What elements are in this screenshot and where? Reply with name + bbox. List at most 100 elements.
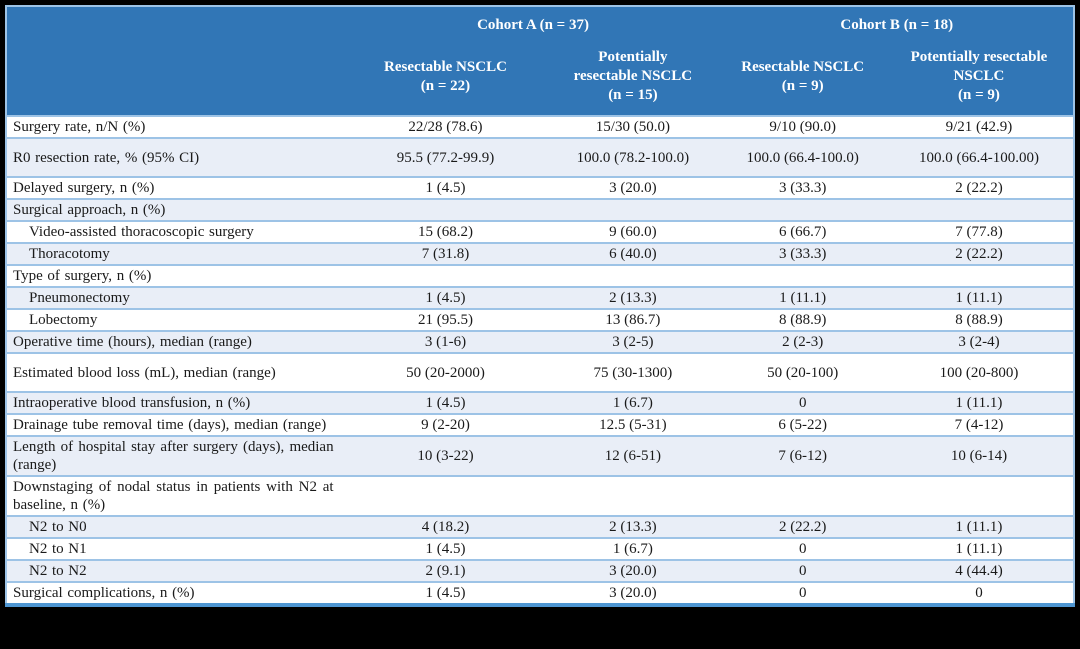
row-value: 2 (22.2) [720, 515, 885, 538]
cohort-header-row: Cohort A (n = 37) Cohort B (n = 18) [6, 6, 1074, 38]
row-value: 13 (86.7) [545, 308, 721, 331]
row-value: 2 (2-3) [720, 330, 885, 353]
row-value: 1 (11.1) [884, 391, 1074, 414]
row-value: 1 (11.1) [720, 286, 885, 309]
results-table-frame: Cohort A (n = 37) Cohort B (n = 18) Rese… [5, 5, 1075, 607]
row-value: 3 (20.0) [545, 176, 721, 199]
row-value: 3 (20.0) [545, 559, 721, 582]
cohort-a-header: Cohort A (n = 37) [345, 6, 721, 38]
row-value: 10 (6-14) [884, 435, 1074, 476]
table-row: N2 to N1 1 (4.5) 1 (6.7) 0 1 (11.1) [6, 537, 1074, 560]
row-value [720, 198, 885, 221]
row-value: 7 (6-12) [720, 435, 885, 476]
row-value: 6 (66.7) [720, 220, 885, 243]
row-value [720, 264, 885, 287]
row-value [545, 264, 721, 287]
row-value: 2 (13.3) [545, 286, 721, 309]
row-value: 15 (68.2) [345, 220, 546, 243]
table-row: Operative time (hours), median (range) 3… [6, 330, 1074, 353]
row-value: 6 (5-22) [720, 413, 885, 436]
row-value: 1 (6.7) [545, 391, 721, 414]
row-label: Intraoperative blood transfusion, n (%) [6, 391, 346, 414]
row-value [545, 198, 721, 221]
row-value [884, 264, 1074, 287]
row-value [884, 475, 1074, 516]
row-label: Video-assisted thoracoscopic surgery [6, 220, 346, 243]
row-value [545, 475, 721, 516]
table-row: Pneumonectomy 1 (4.5) 2 (13.3) 1 (11.1) … [6, 286, 1074, 309]
row-label: Lobectomy [6, 308, 346, 331]
table-row: Intraoperative blood transfusion, n (%) … [6, 391, 1074, 414]
row-value: 2 (13.3) [545, 515, 721, 538]
table-row: N2 to N2 2 (9.1) 3 (20.0) 0 4 (44.4) [6, 559, 1074, 582]
row-label: Drainage tube removal time (days), media… [6, 413, 346, 436]
table-row: R0 resection rate, % (95% CI) 95.5 (77.2… [6, 137, 1074, 177]
row-value: 100.0 (66.4-100.00) [884, 137, 1074, 177]
row-value: 1 (4.5) [345, 391, 546, 414]
row-value: 1 (4.5) [345, 537, 546, 560]
row-label: Downstaging of nodal status in patients … [6, 475, 346, 516]
row-label: Type of surgery, n (%) [6, 264, 346, 287]
row-value: 22/28 (78.6) [345, 115, 546, 138]
table-row: Drainage tube removal time (days), media… [6, 413, 1074, 436]
row-value: 1 (4.5) [345, 286, 546, 309]
row-value: 100.0 (66.4-100.0) [720, 137, 885, 177]
row-value: 15/30 (50.0) [545, 115, 721, 138]
row-value: 12.5 (5-31) [545, 413, 721, 436]
column-header-potentially-resectable-a: Potentially resectable NSCLC (n = 15) [545, 38, 721, 116]
row-label: R0 resection rate, % (95% CI) [6, 137, 346, 177]
table-row: Lobectomy 21 (95.5) 13 (86.7) 8 (88.9) 8… [6, 308, 1074, 331]
row-label: Surgical approach, n (%) [6, 198, 346, 221]
row-value: 3 (33.3) [720, 242, 885, 265]
table-row: Surgical complications, n (%) 1 (4.5) 3 … [6, 581, 1074, 605]
row-value: 9 (60.0) [545, 220, 721, 243]
table-row: Length of hospital stay after surgery (d… [6, 435, 1074, 476]
table-row: Estimated blood loss (mL), median (range… [6, 352, 1074, 392]
row-value: 0 [720, 391, 885, 414]
row-value: 3 (20.0) [545, 581, 721, 605]
table-row: Delayed surgery, n (%) 1 (4.5) 3 (20.0) … [6, 176, 1074, 199]
row-value: 0 [884, 581, 1074, 605]
row-label: Thoracotomy [6, 242, 346, 265]
table-row: Surgery rate, n/N (%) 22/28 (78.6) 15/30… [6, 115, 1074, 138]
row-label: Pneumonectomy [6, 286, 346, 309]
row-value: 9/21 (42.9) [884, 115, 1074, 138]
table-row: Downstaging of nodal status in patients … [6, 475, 1074, 516]
row-value: 3 (2-4) [884, 330, 1074, 353]
row-value: 3 (1-6) [345, 330, 546, 353]
row-label: N2 to N0 [6, 515, 346, 538]
column-header-potentially-resectable-b: Potentially resectable NSCLC (n = 9) [884, 38, 1074, 116]
row-value [345, 475, 546, 516]
row-value: 21 (95.5) [345, 308, 546, 331]
row-label: Operative time (hours), median (range) [6, 330, 346, 353]
row-label: Surgery rate, n/N (%) [6, 115, 346, 138]
table-body: Surgery rate, n/N (%) 22/28 (78.6) 15/30… [6, 115, 1074, 605]
row-label: Estimated blood loss (mL), median (range… [6, 352, 346, 392]
row-value: 7 (4-12) [884, 413, 1074, 436]
row-value: 0 [720, 581, 885, 605]
row-value: 0 [720, 559, 885, 582]
empty-header-cell [6, 6, 346, 38]
row-value: 4 (44.4) [884, 559, 1074, 582]
row-value: 4 (18.2) [345, 515, 546, 538]
row-label: Length of hospital stay after surgery (d… [6, 435, 346, 476]
row-value: 8 (88.9) [884, 308, 1074, 331]
row-value: 7 (31.8) [345, 242, 546, 265]
row-value: 9/10 (90.0) [720, 115, 885, 138]
table-row: N2 to N0 4 (18.2) 2 (13.3) 2 (22.2) 1 (1… [6, 515, 1074, 538]
row-value: 1 (11.1) [884, 515, 1074, 538]
row-value: 1 (11.1) [884, 286, 1074, 309]
row-value: 2 (9.1) [345, 559, 546, 582]
row-value: 50 (20-100) [720, 352, 885, 392]
table-row: Surgical approach, n (%) [6, 198, 1074, 221]
column-header-resectable-b: Resectable NSCLC (n = 9) [720, 38, 885, 116]
cohort-b-header: Cohort B (n = 18) [720, 6, 1074, 38]
row-value: 1 (4.5) [345, 176, 546, 199]
row-value: 1 (4.5) [345, 581, 546, 605]
row-label: Surgical complications, n (%) [6, 581, 346, 605]
table-row: Video-assisted thoracoscopic surgery 15 … [6, 220, 1074, 243]
row-value [720, 475, 885, 516]
row-value: 75 (30-1300) [545, 352, 721, 392]
row-value: 0 [720, 537, 885, 560]
row-value: 3 (33.3) [720, 176, 885, 199]
